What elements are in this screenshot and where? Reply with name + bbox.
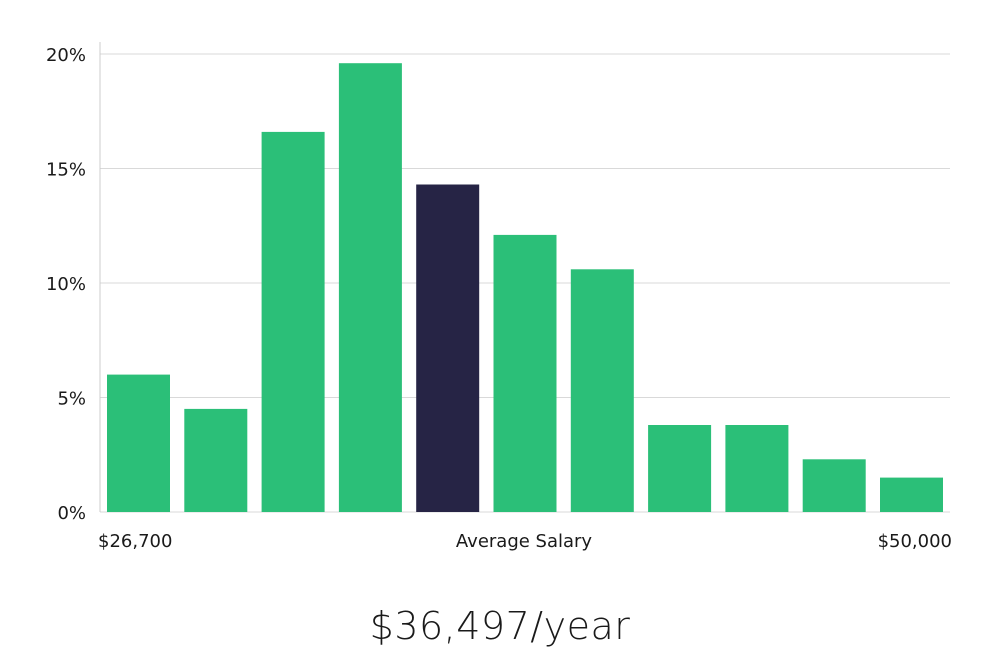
bar: [880, 477, 943, 512]
y-axis-ticks: 0% 5% 10% 15% 20%: [46, 45, 86, 524]
salary-distribution-chart: 0% 5% 10% 15% 20% $26,700 Average Salary $50…: [46, 42, 952, 552]
bars: [107, 63, 943, 512]
average-salary-value: $36,497/year: [369, 604, 631, 648]
bar: [107, 374, 170, 512]
bar: [648, 425, 712, 512]
x-axis-title: Average Salary: [456, 531, 593, 552]
bar-average-salary: [416, 184, 480, 512]
bar: [493, 234, 557, 512]
y-tick-label: 10%: [46, 274, 86, 295]
y-tick-label: 20%: [46, 45, 86, 66]
bar: [338, 63, 402, 512]
y-tick-label: 5%: [57, 389, 86, 410]
y-tick-label: 15%: [46, 160, 86, 181]
bar: [184, 408, 248, 512]
bar: [261, 131, 325, 512]
x-max-label: $50,000: [878, 531, 952, 552]
y-tick-label: 0%: [57, 503, 86, 524]
x-min-label: $26,700: [98, 531, 172, 552]
bar: [570, 269, 634, 512]
bar: [725, 425, 789, 512]
bar: [802, 459, 866, 512]
